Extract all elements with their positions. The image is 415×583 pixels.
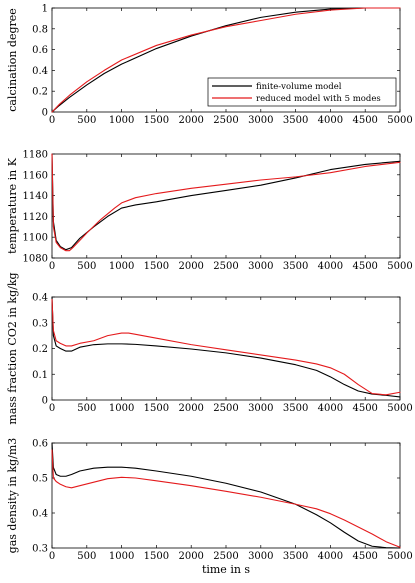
y-axis-label: calcination degree [6, 8, 19, 112]
x-tick-label: 500 [77, 551, 96, 562]
x-tick-label: 2000 [178, 551, 203, 562]
subplot-1: 0 500 1000 1500 2000 2500 3000 3500 4000 4500 5000… [6, 4, 413, 127]
subplot-2: 0 500 1000 1500 2000 2500 3000 3500 4000 4500 5000… [6, 150, 413, 273]
x-tick-label: 3500 [283, 551, 308, 562]
x-tick-label: 2500 [213, 403, 238, 414]
x-tick-label: 1000 [109, 403, 134, 414]
x-tick-label: 4500 [352, 261, 377, 272]
y-tick-label: 0.1 [32, 370, 48, 381]
x-tick-label: 2000 [178, 261, 203, 272]
y-tick-label: 0.4 [32, 509, 48, 520]
x-tick-label: 1500 [144, 403, 169, 414]
y-tick-label: 0 [42, 108, 48, 119]
series-line-reduced-model [51, 153, 401, 252]
x-tick-label: 0 [49, 115, 55, 126]
series-line-reduced-model [51, 449, 401, 548]
x-tick-label: 1500 [144, 115, 169, 126]
plot-area-frame [51, 296, 401, 401]
x-tick-label: 4500 [352, 403, 377, 414]
x-tick-label: 1500 [144, 261, 169, 272]
x-tick-label: 4000 [318, 115, 343, 126]
x-tick-label: 3000 [248, 115, 273, 126]
x-tick-label: 4500 [352, 115, 377, 126]
y-tick-label: 0.6 [32, 439, 48, 450]
y-tick-label: 0.2 [32, 87, 48, 98]
y-tick-label: 0 [42, 396, 48, 407]
x-tick-label: 500 [77, 261, 96, 272]
y-tick-label: 0.3 [32, 318, 48, 329]
y-tick-label: 0.2 [32, 344, 48, 355]
y-tick-label: 0.6 [32, 45, 48, 56]
y-axis-label: mass fraction CO2 in kg/kg [6, 272, 19, 424]
x-tick-label: 3500 [283, 261, 308, 272]
x-tick-label: 5000 [387, 403, 412, 414]
y-tick-label: 0.4 [32, 293, 48, 304]
y-tick-label: 1120 [23, 212, 48, 223]
y-tick-label: 1100 [23, 233, 48, 244]
legend: finite-volume model reduced model with 5 … [207, 77, 397, 107]
y-tick-label: 0.5 [32, 474, 48, 485]
x-tick-label: 3500 [283, 115, 308, 126]
series-line-reduced-model [51, 7, 401, 113]
x-tick-label: 4000 [318, 403, 343, 414]
x-tick-label: 2500 [213, 115, 238, 126]
y-tick-label: 0.3 [32, 544, 48, 555]
series-line-finite-volume [51, 442, 401, 549]
y-tick-label: 1160 [23, 170, 48, 181]
legend-label: reduced model with 5 modes [256, 94, 381, 104]
series-line-reduced-model [51, 299, 401, 396]
x-tick-label: 1000 [109, 261, 134, 272]
legend-label: finite-volume model [256, 82, 342, 92]
series-line-finite-volume [51, 296, 401, 398]
legend-box [207, 77, 397, 107]
x-tick-label: 1000 [109, 115, 134, 126]
x-tick-label: 0 [49, 261, 55, 272]
subplot-3: 0 500 1000 1500 2000 2500 3000 3500 4000 4500 5000… [6, 272, 413, 424]
x-axis-label: time in s [202, 563, 250, 576]
x-tick-label: 4500 [352, 551, 377, 562]
x-tick-label: 3000 [248, 261, 273, 272]
x-tick-label: 0 [49, 551, 55, 562]
x-tick-label: 2500 [213, 551, 238, 562]
subplot-4: 0 500 1000 1500 2000 2500 3000 3500 4000 4500 5000… [6, 438, 413, 576]
x-tick-label: 3000 [248, 403, 273, 414]
y-tick-label: 1 [42, 4, 48, 15]
x-tick-label: 0 [49, 403, 55, 414]
y-tick-label: 0.8 [32, 24, 48, 35]
x-tick-label: 2500 [213, 261, 238, 272]
x-tick-label: 3000 [248, 551, 273, 562]
x-tick-label: 4000 [318, 551, 343, 562]
x-tick-label: 1500 [144, 551, 169, 562]
x-tick-label: 500 [77, 115, 96, 126]
y-axis-label: gas density in kg/m3 [6, 438, 19, 554]
series-line-finite-volume [51, 153, 401, 251]
x-tick-label: 5000 [387, 551, 412, 562]
y-tick-label: 1080 [23, 254, 48, 265]
x-tick-label: 2000 [178, 403, 203, 414]
y-tick-label: 1140 [23, 191, 48, 202]
y-tick-label: 0.4 [32, 66, 48, 77]
x-tick-label: 5000 [387, 115, 412, 126]
x-tick-label: 1000 [109, 551, 134, 562]
x-tick-label: 500 [77, 403, 96, 414]
x-tick-label: 5000 [387, 261, 412, 272]
y-axis-label: temperature in K [6, 157, 19, 254]
plot-area-frame [51, 442, 401, 549]
x-tick-label: 2000 [178, 115, 203, 126]
y-tick-label: 1180 [23, 150, 48, 161]
x-tick-label: 3500 [283, 403, 308, 414]
x-tick-label: 4000 [318, 261, 343, 272]
series-line-finite-volume [51, 7, 401, 113]
